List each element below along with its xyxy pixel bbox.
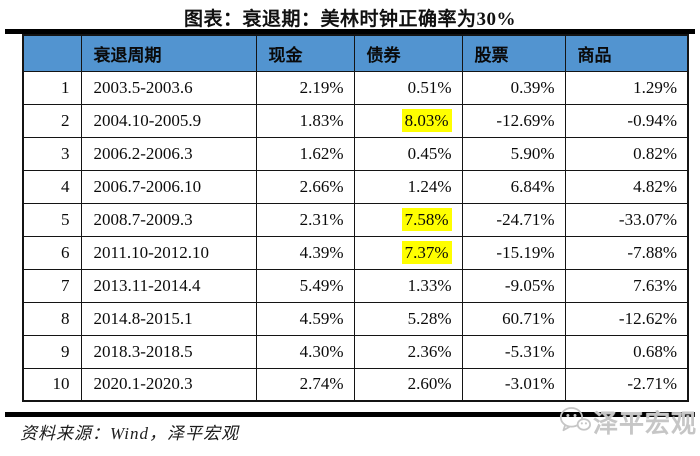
bond-value: 1.24% [407,176,452,196]
row-index-cell: 5 [22,202,82,237]
recession-table: 衰退周期 现金 债券 股票 商品 1 2003.5-2003.6 2.19% 0… [22,34,689,402]
bond-cell: 7.58% [353,202,463,237]
bond-value: 0.45% [407,143,452,163]
logo-watermark: 泽平宏观 [559,404,697,440]
bond-value: 7.37% [401,240,452,264]
table-row: 7 2013.11-2014.4 5.49% 1.33% -9.05% 7.63… [22,268,689,303]
table-header: 衰退周期 现金 债券 股票 商品 [22,34,689,72]
period-cell: 2003.5-2003.6 [80,70,257,105]
bond-cell: 2.60% [353,367,463,402]
header-commodity: 商品 [564,34,689,72]
row-index-cell: 8 [22,301,82,336]
table-row: 6 2011.10-2012.10 4.39% 7.37% -15.19% -7… [22,235,689,270]
table-row: 1 2003.5-2003.6 2.19% 0.51% 0.39% 1.29% [22,70,689,105]
bottom-rule [5,412,695,417]
table-body: 1 2003.5-2003.6 2.19% 0.51% 0.39% 1.29% … [22,70,689,402]
bond-cell: 1.33% [353,268,463,303]
row-index-cell: 3 [22,136,82,171]
header-period: 衰退周期 [80,34,257,72]
bond-cell: 5.28% [353,301,463,336]
cash-cell: 4.30% [255,334,355,369]
row-index-cell: 4 [22,169,82,204]
top-rule [5,29,695,34]
cash-cell: 2.74% [255,367,355,402]
bond-cell: 1.24% [353,169,463,204]
commodity-cell: -12.62% [564,301,689,336]
period-cell: 2014.8-2015.1 [80,301,257,336]
header-stock: 股票 [461,34,566,72]
period-cell: 2011.10-2012.10 [80,235,257,270]
stock-cell: -12.69% [461,103,566,138]
bond-cell: 8.03% [353,103,463,138]
commodity-cell: -0.94% [564,103,689,138]
commodity-cell: -33.07% [564,202,689,237]
bond-cell: 2.36% [353,334,463,369]
period-cell: 2006.7-2006.10 [80,169,257,204]
table-row: 5 2008.7-2009.3 2.31% 7.58% -24.71% -33.… [22,202,689,237]
stock-cell: 5.90% [461,136,566,171]
header-bond: 债券 [353,34,463,72]
cash-cell: 2.19% [255,70,355,105]
commodity-cell: 0.82% [564,136,689,171]
period-cell: 2004.10-2005.9 [80,103,257,138]
period-cell: 2006.2-2006.3 [80,136,257,171]
stock-cell: 6.84% [461,169,566,204]
stock-cell: -24.71% [461,202,566,237]
table-row: 9 2018.3-2018.5 4.30% 2.36% -5.31% 0.68% [22,334,689,369]
commodity-cell: 1.29% [564,70,689,105]
table-row: 2 2004.10-2005.9 1.83% 8.03% -12.69% -0.… [22,103,689,138]
row-index-cell: 10 [22,367,82,402]
table-row: 8 2014.8-2015.1 4.59% 5.28% 60.71% -12.6… [22,301,689,336]
data-source-note: 资料来源：Wind，泽平宏观 [20,424,239,443]
table-row: 4 2006.7-2006.10 2.66% 1.24% 6.84% 4.82% [22,169,689,204]
header-index [22,34,82,72]
period-cell: 2020.1-2020.3 [80,367,257,402]
stock-cell: -3.01% [461,367,566,402]
period-cell: 2008.7-2009.3 [80,202,257,237]
bond-cell: 7.37% [353,235,463,270]
bond-value: 2.60% [407,374,452,394]
cash-cell: 1.62% [255,136,355,171]
bond-cell: 0.45% [353,136,463,171]
cash-cell: 2.31% [255,202,355,237]
header-row: 衰退周期 现金 债券 股票 商品 [22,34,689,72]
bond-value: 8.03% [401,108,452,132]
commodity-cell: -2.71% [564,367,689,402]
stock-cell: 60.71% [461,301,566,336]
stock-cell: -5.31% [461,334,566,369]
commodity-cell: -7.88% [564,235,689,270]
commodity-cell: 4.82% [564,169,689,204]
stock-cell: -15.19% [461,235,566,270]
table-row: 3 2006.2-2006.3 1.62% 0.45% 5.90% 0.82% [22,136,689,171]
bond-value: 1.33% [407,275,452,295]
cash-cell: 2.66% [255,169,355,204]
header-cash: 现金 [255,34,355,72]
bond-value: 7.58% [401,207,452,231]
cash-cell: 5.49% [255,268,355,303]
stock-cell: 0.39% [461,70,566,105]
row-index-cell: 1 [22,70,82,105]
bond-cell: 0.51% [353,70,463,105]
bond-value: 0.51% [407,77,452,97]
period-cell: 2018.3-2018.5 [80,334,257,369]
stock-cell: -9.05% [461,268,566,303]
wechat-icon [559,406,591,439]
cash-cell: 1.83% [255,103,355,138]
cash-cell: 4.39% [255,235,355,270]
row-index-cell: 7 [22,268,82,303]
commodity-cell: 7.63% [564,268,689,303]
row-index-cell: 2 [22,103,82,138]
bond-value: 5.28% [407,308,452,328]
bond-value: 2.36% [407,341,452,361]
row-index-cell: 9 [22,334,82,369]
page-title: 图表：衰退期：美林时钟正确率为30% [183,9,516,30]
table-row: 10 2020.1-2020.3 2.74% 2.60% -3.01% -2.7… [22,367,689,402]
period-cell: 2013.11-2014.4 [80,268,257,303]
cash-cell: 4.59% [255,301,355,336]
commodity-cell: 0.68% [564,334,689,369]
watermark-label: 泽平宏观 [592,411,697,438]
row-index-cell: 6 [22,235,82,270]
